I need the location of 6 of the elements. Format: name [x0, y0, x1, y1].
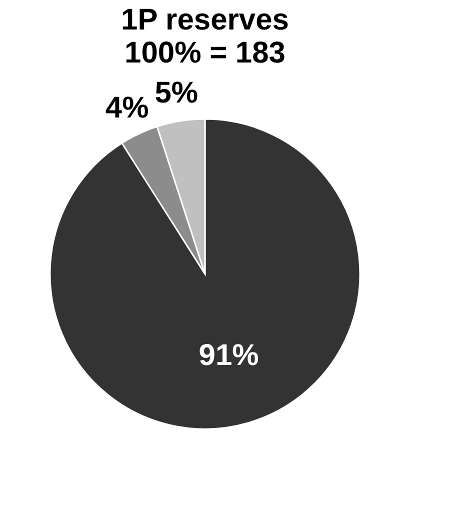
chart-title: 1P reserves — [121, 3, 289, 36]
data-label: 5% — [154, 76, 198, 110]
data-label: 91% — [198, 338, 259, 372]
data-label: 4% — [105, 91, 149, 124]
chart-subtitle: 100% = 183 — [124, 36, 286, 70]
pie-slice — [49, 118, 361, 430]
